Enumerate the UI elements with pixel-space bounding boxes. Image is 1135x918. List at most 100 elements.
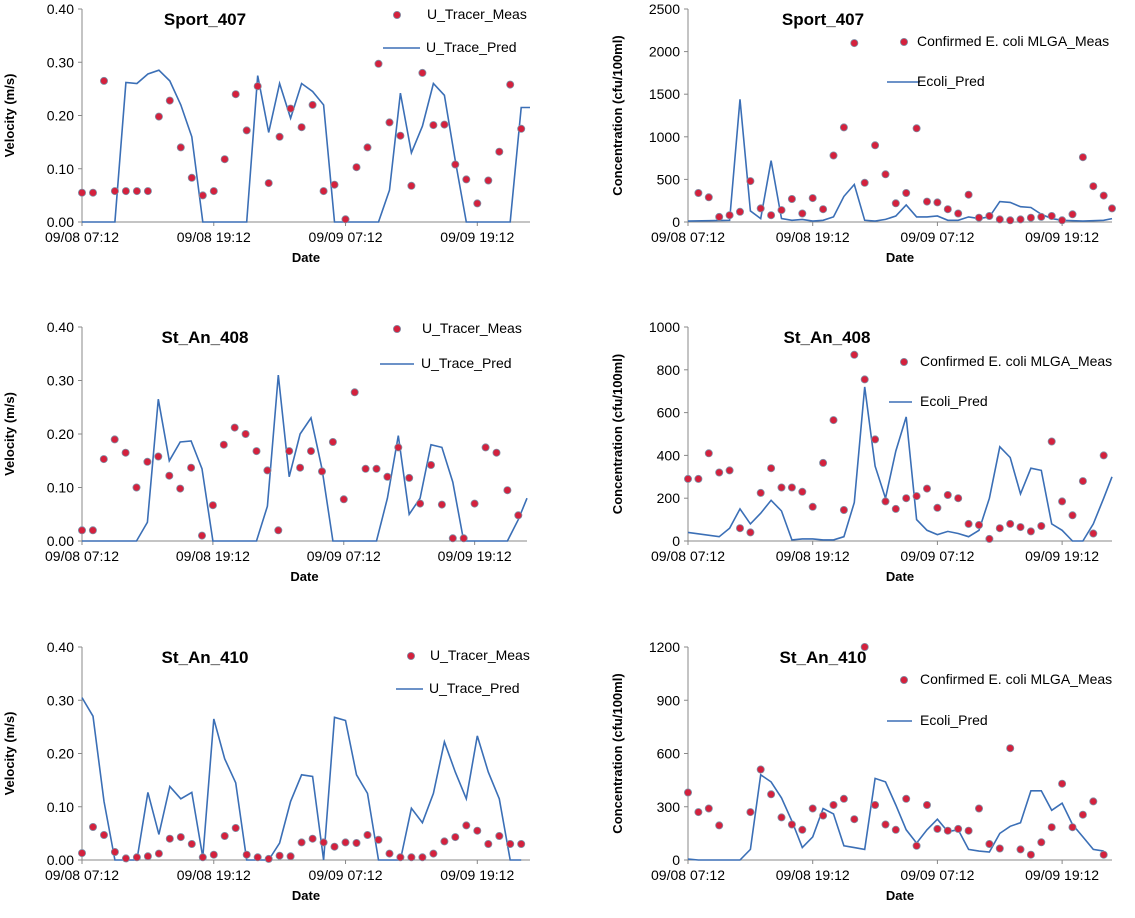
data-point-meas bbox=[1058, 779, 1067, 788]
data-point-meas bbox=[514, 511, 523, 520]
legend-marker-meas bbox=[900, 676, 909, 685]
data-point-meas bbox=[440, 837, 449, 846]
data-point-meas bbox=[459, 534, 468, 543]
data-point-meas bbox=[197, 531, 206, 540]
data-point-meas bbox=[165, 834, 174, 843]
data-point-meas bbox=[787, 194, 796, 203]
data-point-meas bbox=[943, 205, 952, 214]
data-point-meas bbox=[1037, 212, 1046, 221]
data-point-meas bbox=[503, 486, 512, 495]
x-tick-label: 09/08 07:12 bbox=[651, 867, 725, 883]
data-point-meas bbox=[964, 190, 973, 199]
data-point-meas bbox=[1089, 797, 1098, 806]
legend-label-meas: U_Tracer_Meas bbox=[427, 6, 527, 22]
data-point-meas bbox=[470, 499, 479, 508]
data-point-meas bbox=[429, 849, 438, 858]
data-point-meas bbox=[985, 840, 994, 849]
data-point-meas bbox=[416, 499, 425, 508]
data-point-meas bbox=[975, 804, 984, 813]
y-tick-label: 400 bbox=[657, 447, 681, 463]
data-point-meas bbox=[176, 833, 185, 842]
data-point-meas bbox=[506, 80, 515, 89]
data-point-meas bbox=[418, 853, 427, 862]
y-tick-label: 1200 bbox=[649, 639, 680, 655]
data-point-meas bbox=[275, 851, 284, 860]
data-point-meas bbox=[78, 849, 87, 858]
data-point-meas bbox=[1078, 477, 1087, 486]
data-point-meas bbox=[1026, 527, 1035, 536]
data-point-meas bbox=[264, 179, 273, 188]
data-point-meas bbox=[684, 474, 693, 483]
data-point-meas bbox=[715, 468, 724, 477]
legend-label-pred: Ecoli_Pred bbox=[917, 73, 985, 89]
data-point-meas bbox=[396, 853, 405, 862]
data-point-meas bbox=[850, 815, 859, 824]
data-point-meas bbox=[165, 96, 174, 105]
data-point-meas bbox=[241, 429, 250, 438]
data-point-meas bbox=[110, 848, 119, 857]
data-point-meas bbox=[110, 435, 119, 444]
y-axis-label: Concentration (cfu/100ml) bbox=[610, 354, 625, 514]
data-point-meas bbox=[684, 788, 693, 797]
data-point-meas bbox=[933, 198, 942, 207]
y-tick-label: 0.10 bbox=[47, 480, 74, 496]
data-point-meas bbox=[275, 132, 284, 141]
data-point-meas bbox=[777, 483, 786, 492]
data-point-meas bbox=[839, 794, 848, 803]
x-tick-label: 09/08 19:12 bbox=[776, 229, 850, 245]
data-point-meas bbox=[943, 490, 952, 499]
data-point-meas bbox=[176, 484, 185, 493]
data-point-meas bbox=[829, 416, 838, 425]
y-tick-label: 0.40 bbox=[47, 1, 74, 17]
data-point-meas bbox=[121, 187, 130, 196]
x-tick-label: 09/09 19:12 bbox=[1025, 229, 1099, 245]
data-point-meas bbox=[407, 181, 416, 190]
chart-title: St_An_408 bbox=[784, 328, 871, 347]
data-point-meas bbox=[231, 824, 240, 833]
y-tick-label: 500 bbox=[657, 171, 681, 187]
data-point-meas bbox=[308, 834, 317, 843]
data-point-meas bbox=[912, 124, 921, 133]
data-point-meas bbox=[198, 191, 207, 200]
data-point-meas bbox=[995, 844, 1004, 853]
data-point-meas bbox=[506, 840, 515, 849]
data-point-meas bbox=[787, 820, 796, 829]
y-tick-label: 0 bbox=[672, 852, 680, 868]
data-point-meas bbox=[187, 463, 196, 472]
data-point-meas bbox=[78, 526, 87, 535]
chart-panel-1: 0.00 0.10 0.20 0.30 0.40 09/08 07:12 09/08 19:… bbox=[2, 1, 530, 265]
data-point-meas bbox=[1037, 522, 1046, 531]
legend-label-pred: Ecoli_Pred bbox=[920, 393, 988, 409]
data-point-meas bbox=[100, 831, 109, 840]
data-point-meas bbox=[1016, 215, 1025, 224]
data-point-meas bbox=[860, 375, 869, 384]
data-point-meas bbox=[495, 832, 504, 841]
data-point-meas bbox=[756, 204, 765, 213]
data-point-meas bbox=[429, 121, 438, 130]
data-point-meas bbox=[954, 824, 963, 833]
x-tick-label: 09/09 19:12 bbox=[440, 229, 514, 245]
data-point-meas bbox=[264, 854, 273, 863]
data-point-meas bbox=[746, 177, 755, 186]
data-point-meas bbox=[440, 120, 449, 129]
data-point-meas bbox=[383, 472, 392, 481]
x-axis-label: Date bbox=[292, 888, 320, 903]
data-point-meas bbox=[154, 452, 163, 461]
legend-marker-meas bbox=[392, 324, 401, 333]
x-axis-label: Date bbox=[292, 250, 320, 265]
data-point-meas bbox=[819, 811, 828, 820]
chart-panel-5: 0.00 0.10 0.20 0.30 0.40 09/08 07:12 09/08 19:… bbox=[2, 639, 530, 903]
data-point-meas bbox=[798, 825, 807, 834]
chart-panel-2: 0 500 1000 1500 2000 2500 09/08 07:12 09/08 19:… bbox=[610, 1, 1117, 265]
data-point-meas bbox=[394, 443, 403, 452]
data-point-meas bbox=[426, 460, 435, 469]
x-axis-label: Date bbox=[886, 250, 914, 265]
data-point-meas bbox=[787, 483, 796, 492]
data-point-meas bbox=[891, 199, 900, 208]
data-point-meas bbox=[1078, 153, 1087, 162]
x-tick-label: 09/09 07:12 bbox=[309, 229, 383, 245]
data-point-meas bbox=[829, 801, 838, 810]
data-point-meas bbox=[808, 502, 817, 511]
x-tick-label: 09/09 19:12 bbox=[1025, 548, 1099, 564]
